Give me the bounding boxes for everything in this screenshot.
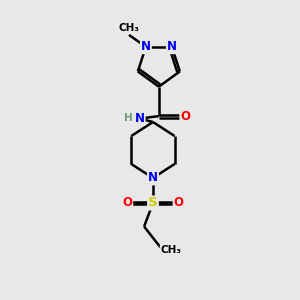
Text: S: S — [148, 196, 158, 209]
Text: N: N — [148, 172, 158, 184]
Text: O: O — [122, 196, 132, 209]
Text: N: N — [167, 40, 177, 53]
Text: CH₃: CH₃ — [118, 23, 140, 34]
Text: H: H — [124, 113, 133, 123]
Text: O: O — [174, 196, 184, 209]
Text: N: N — [141, 40, 151, 53]
Text: N: N — [135, 112, 145, 125]
Text: CH₃: CH₃ — [160, 245, 181, 255]
Text: O: O — [180, 110, 190, 123]
